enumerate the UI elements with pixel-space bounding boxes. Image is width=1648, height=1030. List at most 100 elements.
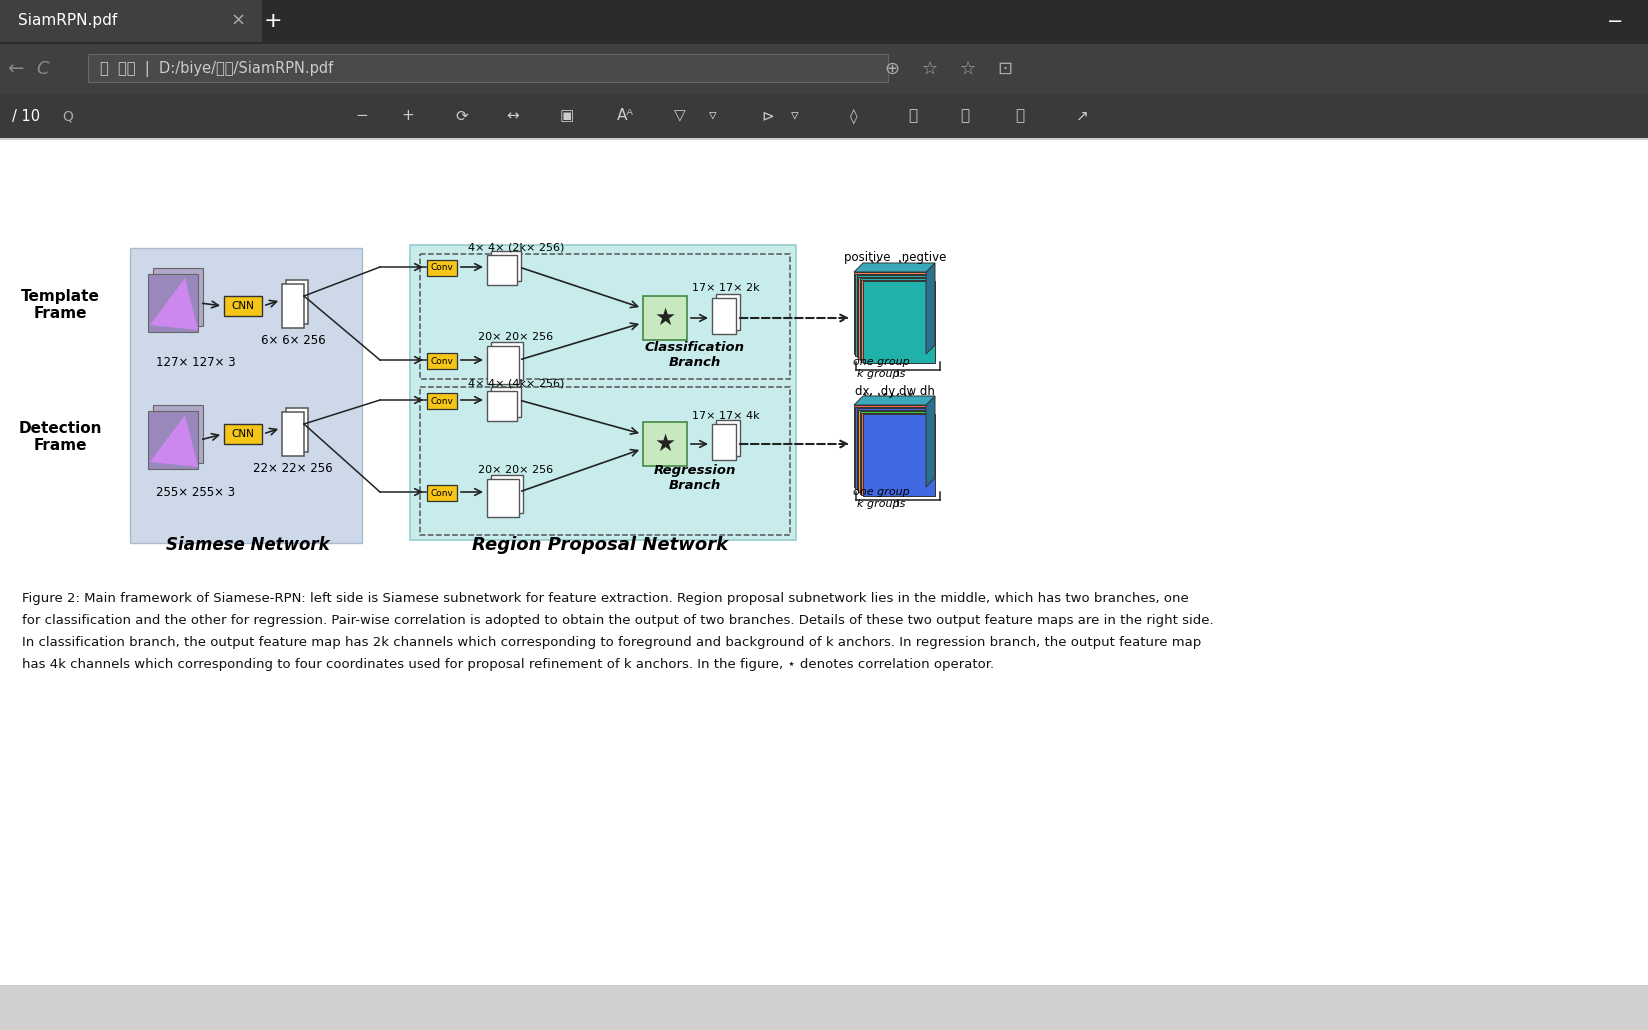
Polygon shape [926,263,934,354]
Text: ↔: ↔ [506,108,519,124]
Bar [488,391,517,421]
Text: ⊳: ⊳ [761,108,775,124]
Bar [488,255,517,285]
Bar [860,278,933,360]
Bar [712,298,737,334]
Text: ⟳: ⟳ [455,108,468,124]
Bar [282,412,303,456]
Bar [491,251,521,281]
Text: for classification and the other for regression. Pair-wise correlation is adopte: for classification and the other for reg… [21,614,1213,627]
Text: ☆: ☆ [959,60,976,78]
Bar [427,353,456,369]
Bar [864,414,934,496]
Text: ▿: ▿ [791,108,799,124]
Text: 20× 20× 256: 20× 20× 256 [478,332,554,342]
Text: −: − [1607,11,1623,31]
Text: Conv: Conv [430,356,453,366]
Bar [427,485,456,501]
Text: 💾: 💾 [961,108,969,124]
Bar [643,296,687,340]
Bar [491,475,522,513]
Text: 📄: 📄 [1015,108,1025,124]
Text: CNN: CNN [232,301,254,311]
Bar [148,411,198,469]
Text: ⓘ  文件  |  D:/biye/论文/SiamRPN.pdf: ⓘ 文件 | D:/biye/论文/SiamRPN.pdf [101,61,333,77]
Text: Aᴬ: Aᴬ [616,108,633,124]
Polygon shape [150,278,198,330]
Text: Conv: Conv [430,264,453,273]
Text: +: + [264,11,282,31]
Bar [130,248,363,543]
Text: 17× 17× 4k: 17× 17× 4k [692,411,760,421]
Bar [153,268,203,327]
Text: 4× 4× (2k× 256): 4× 4× (2k× 256) [468,243,564,253]
Text: +: + [402,108,414,124]
Bar [410,245,796,540]
Text: CNN: CNN [232,430,254,439]
Bar [287,408,308,452]
Text: k groups: k groups [857,369,905,379]
Bar [0,0,1648,44]
Bar [0,138,1648,140]
Bar [0,0,262,42]
Bar [287,280,308,324]
Bar [0,138,1648,1030]
Bar [491,387,521,417]
Bar [282,284,303,328]
Text: 4× 4× (4k× 256): 4× 4× (4k× 256) [468,379,564,389]
Bar [643,422,687,466]
Text: ⊡: ⊡ [997,60,1012,78]
Bar [488,346,519,384]
Bar [491,342,522,380]
Text: ⊕: ⊕ [885,60,900,78]
Bar [712,424,737,460]
Bar [859,410,931,491]
Text: ←: ← [7,60,23,78]
Bar [855,407,928,488]
Text: k groups: k groups [857,499,905,509]
Bar [153,405,203,464]
Text: ▿: ▿ [709,108,717,124]
Text: Regression
Branch: Regression Branch [654,464,737,492]
Text: ▣: ▣ [560,108,574,124]
Text: Figure 2: Main framework of Siamese-RPN: left side is Siamese subnetwork for fea: Figure 2: Main framework of Siamese-RPN:… [21,592,1188,605]
Bar [859,276,931,358]
Text: 17× 17× 2k: 17× 17× 2k [692,283,760,293]
Text: 20× 20× 256: 20× 20× 256 [478,465,554,475]
Text: ↗: ↗ [1076,108,1088,124]
Bar [854,272,926,354]
Text: SiamRPN.pdf: SiamRPN.pdf [18,13,117,29]
Bar [854,405,926,487]
Text: positive   negtive: positive negtive [844,251,946,265]
Bar [862,412,933,494]
Bar [224,296,262,316]
Bar [0,44,1648,94]
Bar [860,411,933,493]
Bar [427,260,456,276]
Text: ☆: ☆ [921,60,938,78]
Polygon shape [854,396,934,405]
Text: Q: Q [63,109,74,123]
Text: Template
Frame: Template Frame [20,288,99,321]
Text: In classification branch, the output feature map has 2k channels which correspon: In classification branch, the output fea… [21,636,1201,649]
Bar [427,393,456,409]
Text: dx   dy dw dh: dx dy dw dh [855,385,934,399]
Bar [864,281,934,363]
Bar [420,387,789,535]
Bar [862,279,933,362]
Text: ×: × [231,12,246,30]
Text: Detection
Frame: Detection Frame [18,421,102,453]
Text: has 4k channels which corresponding to four coordinates used for proposal refine: has 4k channels which corresponding to f… [21,658,994,671]
Bar [420,254,789,379]
Bar [857,275,929,357]
Text: Region Proposal Network: Region Proposal Network [471,536,728,554]
Text: Siamese Network: Siamese Network [166,536,330,554]
Text: Conv: Conv [430,488,453,497]
Text: −: − [356,108,369,124]
Bar [488,479,519,517]
Bar [855,274,928,355]
Polygon shape [150,415,198,467]
Text: C: C [36,60,49,78]
Bar [715,294,740,330]
Bar [715,420,740,456]
